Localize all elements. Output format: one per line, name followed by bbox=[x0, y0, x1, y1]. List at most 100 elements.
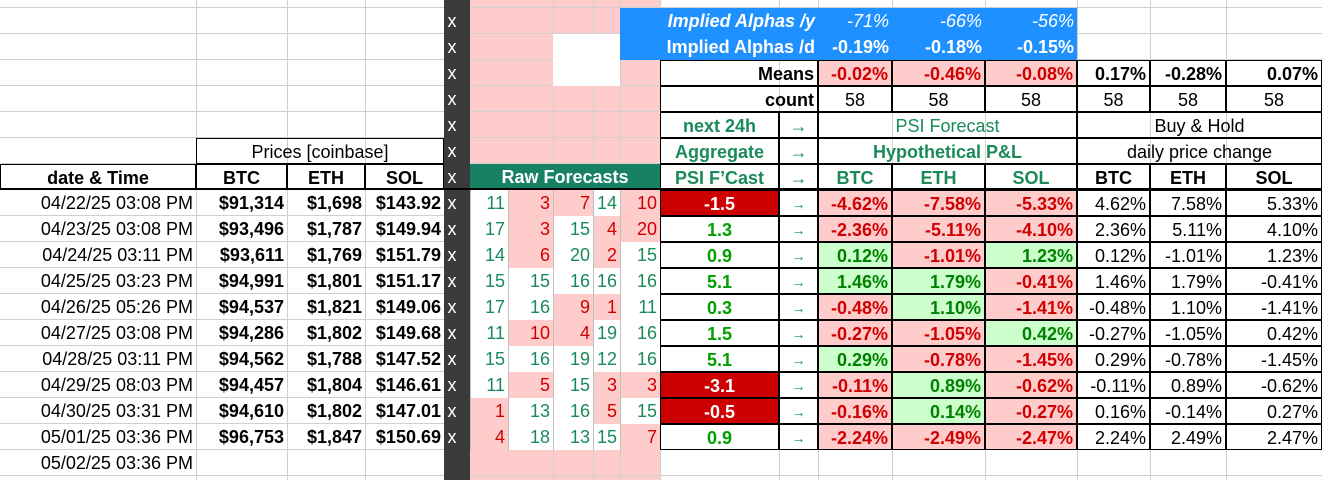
row-date[interactable]: 04/29/25 08:03 PM bbox=[40, 375, 193, 395]
row-eth-price[interactable]: $1,788 bbox=[306, 349, 362, 369]
arrow-icon[interactable]: → bbox=[779, 138, 818, 164]
psi-pl-value[interactable]: 0.12% bbox=[818, 242, 892, 268]
row-sol-price[interactable]: $147.52 bbox=[375, 349, 441, 369]
row-date[interactable]: 04/27/25 03:08 PM bbox=[40, 323, 193, 343]
eth-header[interactable]: ETH bbox=[287, 164, 365, 190]
psi-pl-value[interactable]: -0.62% bbox=[985, 372, 1077, 398]
raw-forecast-value[interactable]: 12 bbox=[593, 346, 620, 372]
raw-forecast-value[interactable]: 1 bbox=[470, 398, 508, 424]
arrow-icon[interactable]: → bbox=[779, 190, 818, 216]
bh-eth-header[interactable]: ETH bbox=[1150, 164, 1226, 190]
arrow-icon[interactable]: → bbox=[779, 164, 818, 190]
raw-forecast-value[interactable]: 11 bbox=[470, 320, 508, 346]
psi-forecast-title[interactable]: PSI Forecast bbox=[818, 112, 1077, 138]
alpha-yearly-value[interactable]: -56% bbox=[985, 8, 1077, 34]
bh-btc-header[interactable]: BTC bbox=[1077, 164, 1150, 190]
row-date[interactable]: 04/28/25 03:11 PM bbox=[42, 349, 193, 369]
psi-sol-header[interactable]: SOL bbox=[985, 164, 1077, 190]
raw-forecast-value[interactable]: 2 bbox=[593, 242, 620, 268]
psi-fcast-value[interactable]: 1.3 bbox=[660, 216, 779, 242]
bh-change-value[interactable]: 0.27% bbox=[1226, 398, 1322, 424]
raw-forecast-value[interactable]: 15 bbox=[470, 346, 508, 372]
row-sol-price[interactable]: $151.79 bbox=[375, 245, 441, 265]
bh-change-value[interactable]: 4.62% bbox=[1077, 190, 1150, 216]
raw-forecast-value[interactable]: 13 bbox=[553, 424, 593, 450]
bh-change-value[interactable]: 7.58% bbox=[1150, 190, 1226, 216]
raw-forecast-value[interactable]: 10 bbox=[620, 190, 660, 216]
row-btc-price[interactable]: $94,991 bbox=[218, 271, 284, 291]
raw-forecast-value[interactable]: 14 bbox=[470, 242, 508, 268]
psi-pl-value[interactable]: 1.79% bbox=[892, 268, 985, 294]
psi-pl-value[interactable]: -1.05% bbox=[892, 320, 985, 346]
psi-pl-value[interactable]: -2.49% bbox=[892, 424, 985, 450]
count-value[interactable]: 58 bbox=[1150, 86, 1226, 112]
raw-forecast-value[interactable]: 11 bbox=[620, 294, 660, 320]
means-psi-value[interactable]: -0.46% bbox=[892, 60, 985, 86]
raw-forecast-value[interactable]: 15 bbox=[620, 398, 660, 424]
raw-forecast-value[interactable]: 15 bbox=[593, 424, 620, 450]
raw-forecast-value[interactable]: 16 bbox=[508, 346, 553, 372]
raw-forecast-value[interactable]: 4 bbox=[593, 216, 620, 242]
psi-pl-value[interactable]: -5.11% bbox=[892, 216, 985, 242]
row-date[interactable]: 04/30/25 03:31 PM bbox=[40, 401, 193, 421]
psi-fcast-value[interactable]: 5.1 bbox=[660, 268, 779, 294]
raw-forecast-value[interactable]: 15 bbox=[470, 268, 508, 294]
psi-pl-value[interactable]: -7.58% bbox=[892, 190, 985, 216]
psi-pl-value[interactable]: -0.27% bbox=[985, 398, 1077, 424]
raw-forecast-value[interactable]: 20 bbox=[553, 242, 593, 268]
row-eth-price[interactable]: $1,801 bbox=[306, 271, 362, 291]
arrow-icon[interactable]: → bbox=[779, 294, 818, 320]
row-sol-price[interactable]: $149.68 bbox=[375, 323, 441, 343]
means-psi-value[interactable]: -0.02% bbox=[818, 60, 892, 86]
bh-change-value[interactable]: -0.78% bbox=[1150, 346, 1226, 372]
bh-change-value[interactable]: 1.23% bbox=[1226, 242, 1322, 268]
row-sol-price[interactable]: $151.17 bbox=[375, 271, 441, 291]
hypothetical-pl-title[interactable]: Hypothetical P&L bbox=[818, 138, 1077, 164]
psi-pl-value[interactable]: -1.01% bbox=[892, 242, 985, 268]
row-eth-price[interactable]: $1,847 bbox=[306, 427, 362, 447]
row-btc-price[interactable]: $93,496 bbox=[218, 219, 284, 239]
alpha-yearly-value[interactable]: -71% bbox=[818, 8, 892, 34]
psi-pl-value[interactable]: -0.27% bbox=[818, 320, 892, 346]
psi-fcast-value[interactable]: 1.5 bbox=[660, 320, 779, 346]
arrow-icon[interactable]: → bbox=[779, 372, 818, 398]
bh-change-value[interactable]: 1.46% bbox=[1077, 268, 1150, 294]
bh-sol-header[interactable]: SOL bbox=[1226, 164, 1322, 190]
bh-change-value[interactable]: 0.42% bbox=[1226, 320, 1322, 346]
raw-forecast-value[interactable]: 7 bbox=[620, 424, 660, 450]
row-btc-price[interactable]: $94,610 bbox=[218, 401, 284, 421]
bh-change-value[interactable]: 5.11% bbox=[1150, 216, 1226, 242]
bh-change-value[interactable]: 0.12% bbox=[1077, 242, 1150, 268]
raw-forecast-value[interactable]: 11 bbox=[470, 190, 508, 216]
row-sol-price[interactable]: $150.69 bbox=[375, 427, 441, 447]
bh-change-value[interactable]: 1.10% bbox=[1150, 294, 1226, 320]
raw-forecast-value[interactable]: 3 bbox=[620, 372, 660, 398]
psi-pl-value[interactable]: -4.10% bbox=[985, 216, 1077, 242]
row-eth-price[interactable]: $1,804 bbox=[306, 375, 362, 395]
bh-change-value[interactable]: -0.11% bbox=[1077, 372, 1150, 398]
raw-forecast-value[interactable]: 16 bbox=[620, 346, 660, 372]
psi-pl-value[interactable]: -2.36% bbox=[818, 216, 892, 242]
row-sol-price[interactable]: $149.06 bbox=[375, 297, 441, 317]
alpha-yearly-value[interactable]: -66% bbox=[892, 8, 985, 34]
means-bh-value[interactable]: 0.07% bbox=[1226, 60, 1322, 86]
row-eth-price[interactable]: $1,821 bbox=[306, 297, 362, 317]
row-date[interactable]: 04/22/25 03:08 PM bbox=[40, 193, 193, 213]
alpha-daily-value[interactable]: -0.18% bbox=[892, 34, 985, 60]
bh-change-value[interactable]: 5.33% bbox=[1226, 190, 1322, 216]
psi-fcast-header[interactable]: PSI F’Cast bbox=[660, 164, 779, 190]
count-value[interactable]: 58 bbox=[892, 86, 985, 112]
psi-fcast-value[interactable]: 5.1 bbox=[660, 346, 779, 372]
aggregate-label[interactable]: Aggregate bbox=[660, 138, 779, 164]
alpha-daily-value[interactable]: -0.19% bbox=[818, 34, 892, 60]
raw-forecast-value[interactable]: 15 bbox=[553, 372, 593, 398]
btc-header[interactable]: BTC bbox=[196, 164, 287, 190]
raw-forecast-value[interactable]: 19 bbox=[593, 320, 620, 346]
raw-forecast-value[interactable]: 14 bbox=[593, 190, 620, 216]
row-btc-price[interactable]: $94,562 bbox=[218, 349, 284, 369]
row-eth-price[interactable]: $1,802 bbox=[306, 323, 362, 343]
arrow-icon[interactable]: → bbox=[779, 398, 818, 424]
raw-forecast-value[interactable]: 10 bbox=[508, 320, 553, 346]
psi-fcast-value[interactable]: -0.5 bbox=[660, 398, 779, 424]
bh-change-value[interactable]: 0.29% bbox=[1077, 346, 1150, 372]
